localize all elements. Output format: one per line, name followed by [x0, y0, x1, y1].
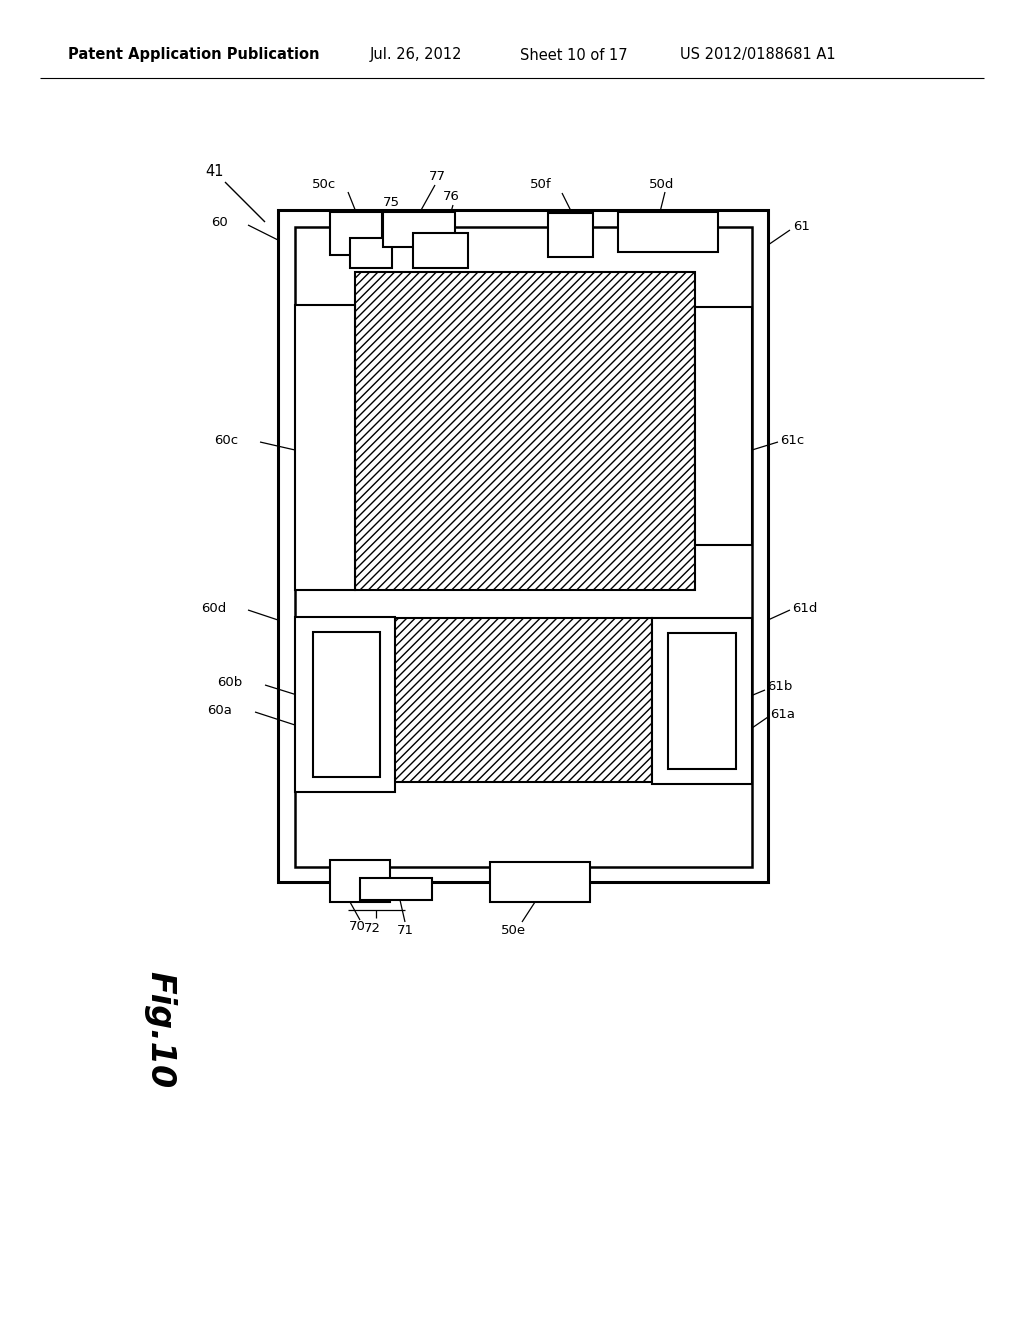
Bar	[295, 227, 752, 867]
Text: Patent Application Publication: Patent Application Publication	[68, 48, 319, 62]
Bar	[360, 878, 432, 900]
Bar	[618, 213, 718, 252]
Bar	[355, 618, 652, 781]
Text: Jul. 26, 2012: Jul. 26, 2012	[370, 48, 463, 62]
Bar	[695, 308, 752, 545]
Text: 60d: 60d	[201, 602, 226, 615]
Text: US 2012/0188681 A1: US 2012/0188681 A1	[680, 48, 836, 62]
Bar	[413, 234, 468, 268]
Text: 76: 76	[442, 190, 460, 203]
Bar	[295, 305, 355, 590]
Text: 50d: 50d	[649, 177, 675, 190]
Text: 70: 70	[348, 920, 366, 933]
Text: 60: 60	[211, 215, 228, 228]
Text: 50e: 50e	[502, 924, 526, 936]
Text: 61c: 61c	[780, 433, 804, 446]
Text: 60a: 60a	[207, 704, 232, 717]
Bar	[490, 862, 590, 902]
Bar	[330, 861, 390, 902]
Text: 61: 61	[793, 220, 810, 234]
Text: 72: 72	[364, 921, 381, 935]
Bar	[350, 238, 392, 268]
Text: 50c: 50c	[311, 177, 336, 190]
Bar	[652, 618, 752, 784]
Text: Sheet 10 of 17: Sheet 10 of 17	[520, 48, 628, 62]
Text: 71: 71	[396, 924, 414, 936]
Text: 60c: 60c	[214, 433, 238, 446]
Bar	[295, 616, 395, 792]
Text: 50f: 50f	[530, 178, 552, 191]
Bar	[355, 272, 695, 590]
Bar	[330, 213, 382, 255]
Text: Fig.10: Fig.10	[143, 972, 176, 1089]
Text: 41: 41	[205, 165, 223, 180]
Bar	[548, 213, 593, 257]
Bar	[278, 210, 768, 882]
Text: 77: 77	[428, 170, 445, 183]
Bar	[668, 634, 736, 770]
Text: 61d: 61d	[792, 602, 817, 615]
Text: 75: 75	[383, 195, 399, 209]
Text: 61a: 61a	[770, 708, 795, 721]
Text: 61b: 61b	[767, 681, 793, 693]
Bar	[383, 213, 455, 247]
Text: 60b: 60b	[217, 676, 242, 689]
Bar	[313, 632, 380, 777]
